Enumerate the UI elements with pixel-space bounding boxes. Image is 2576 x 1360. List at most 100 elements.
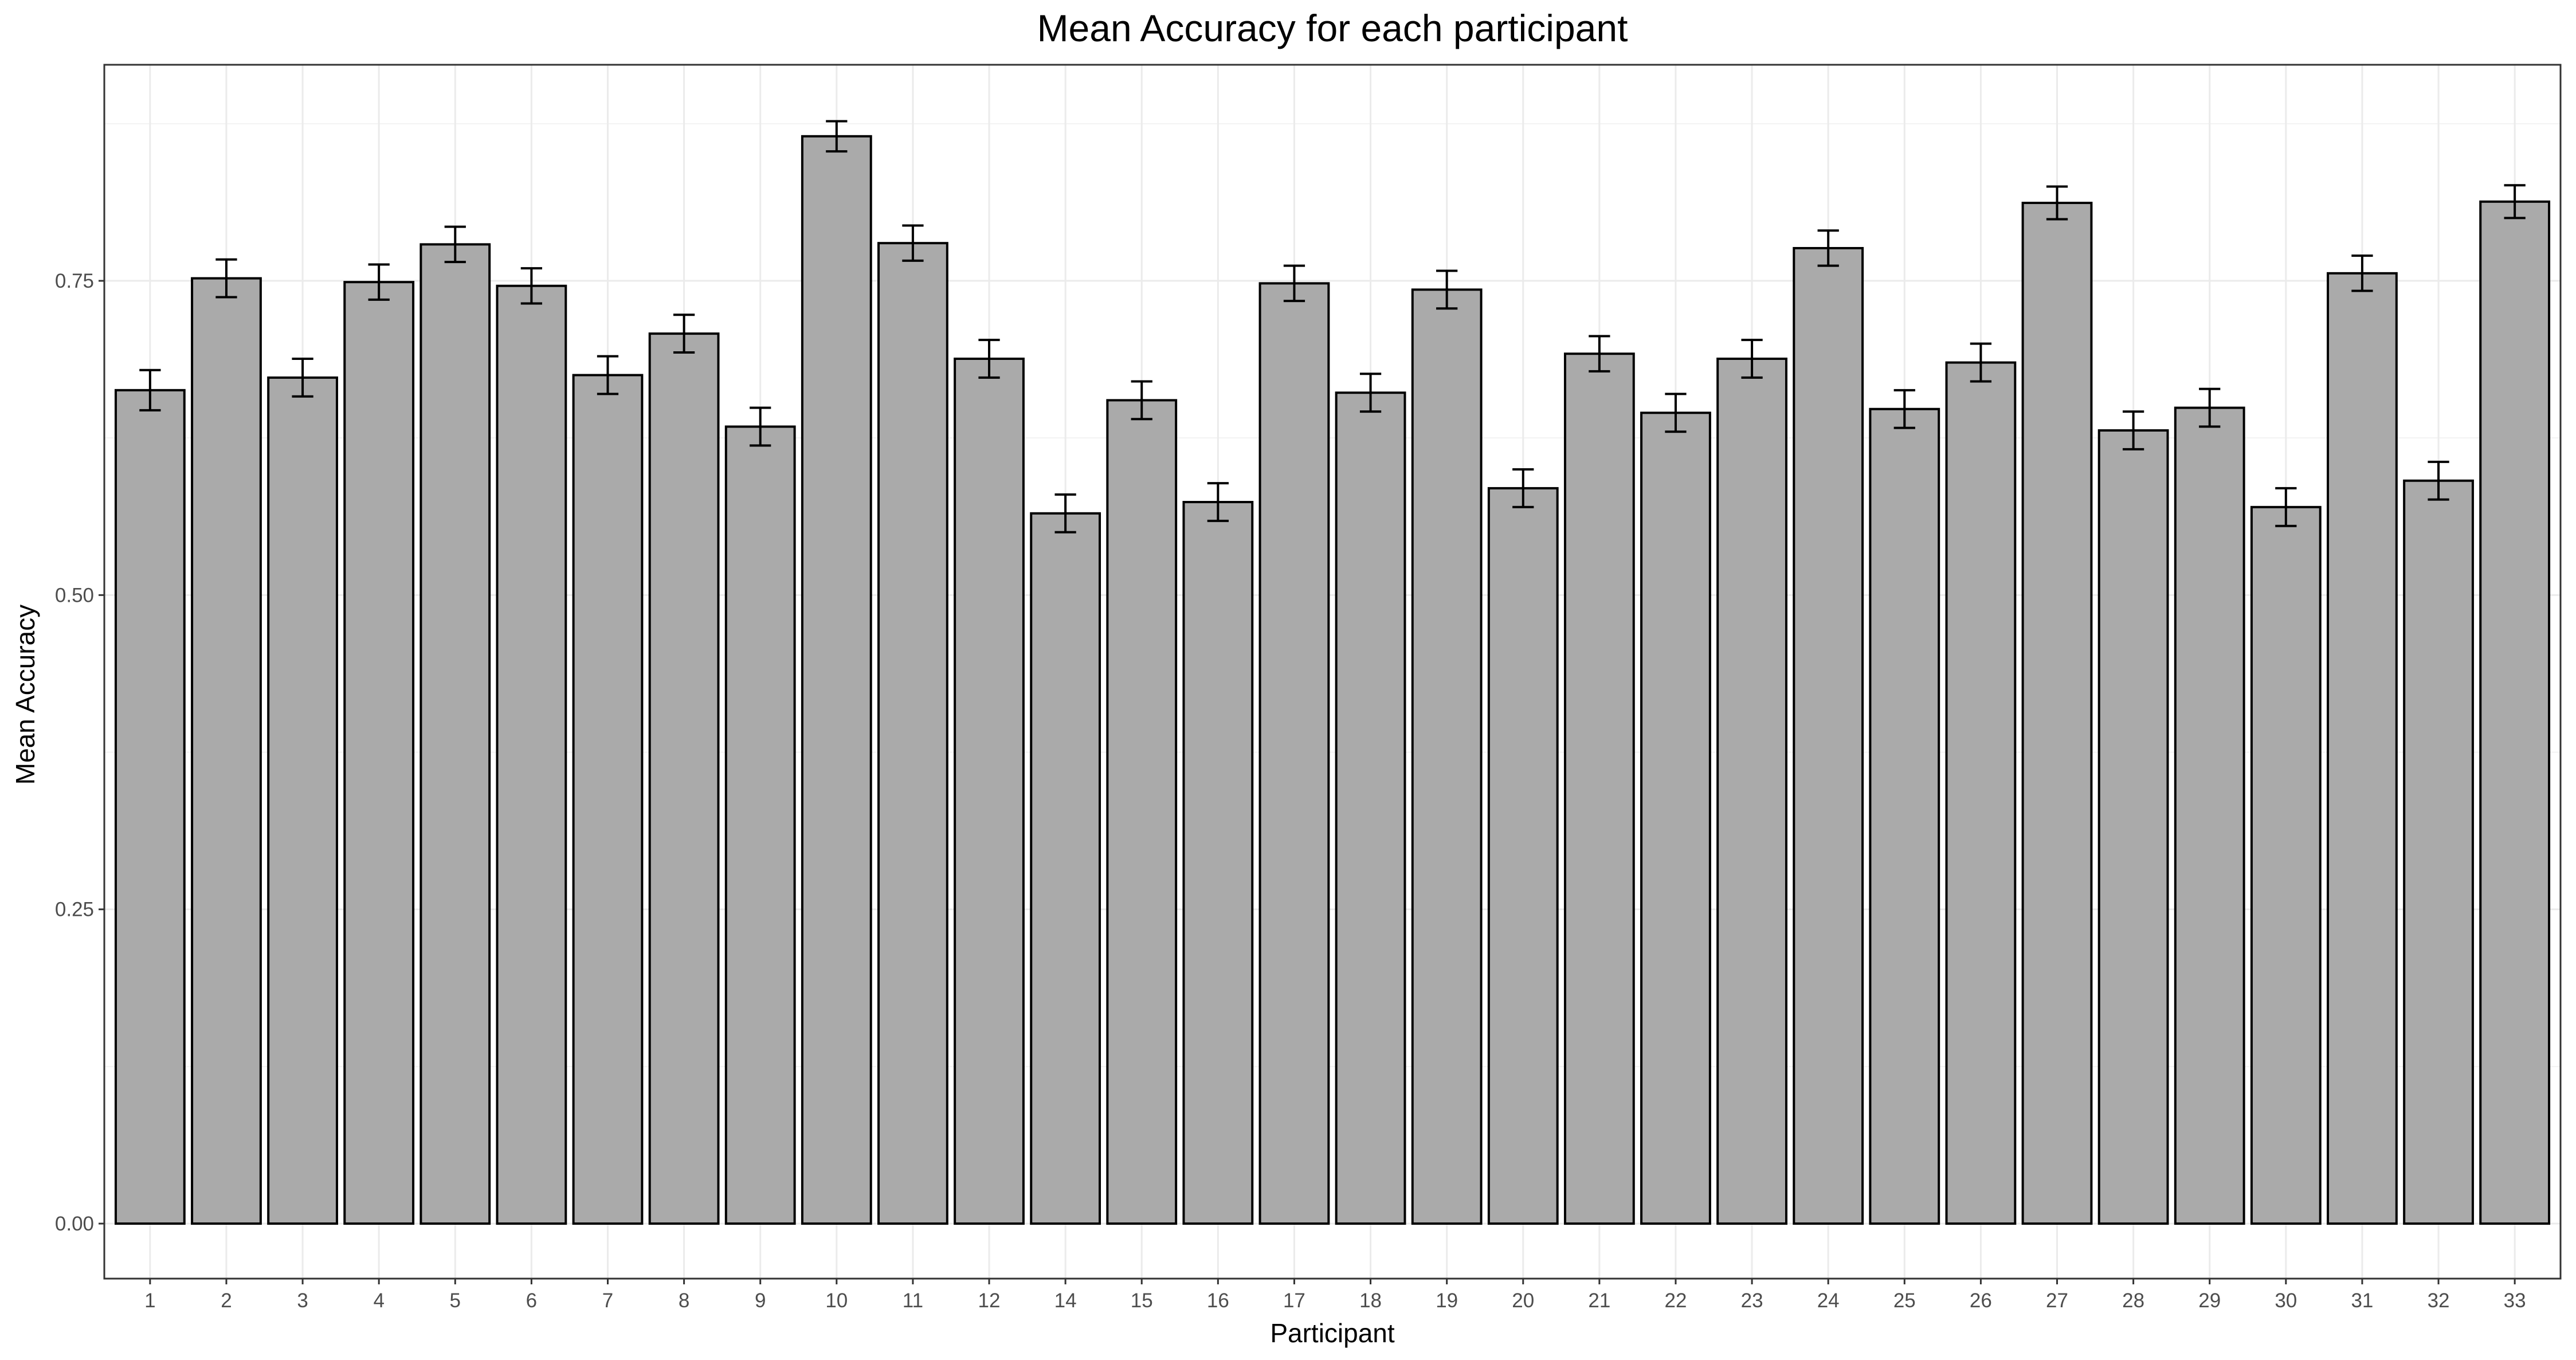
bar-participant-23 [1716,357,1787,1225]
bars [114,135,2551,1225]
error-bar-participant-9 [750,406,771,447]
error-bar-participant-20 [1512,468,1534,508]
error-bar-participant-32 [2428,460,2449,501]
bar-participant-25 [1869,407,1940,1225]
x-tick-label: 15 [1131,1290,1153,1312]
x-tick-label: 21 [1588,1290,1610,1312]
error-bar-participant-1 [139,369,161,411]
x-tick-label: 26 [1970,1290,1992,1312]
error-bar-participant-19 [1436,269,1458,310]
x-tick-label: 7 [602,1290,613,1312]
x-tick-label: 10 [825,1290,848,1312]
error-bars [139,120,2526,534]
x-tick-label: 27 [2046,1290,2068,1312]
bar-participant-11 [877,242,948,1225]
bar-participant-15 [1106,399,1178,1225]
x-tick-label: 31 [2351,1290,2373,1312]
x-tick-label: 9 [755,1290,766,1312]
chart-title: Mean Accuracy for each participant [1037,7,1628,49]
error-bar-participant-30 [2275,487,2297,527]
x-tick-label: 25 [1893,1290,1916,1312]
error-bar-participant-5 [444,225,466,264]
y-axis: 0.00 0.25 0.50 0.75 [55,270,104,1235]
error-bar-participant-6 [520,267,543,305]
bar-participant-1 [114,389,186,1225]
bar-participant-9 [724,425,796,1225]
x-tick-label: 17 [1283,1290,1305,1312]
error-bar-participant-7 [597,355,619,395]
error-bar-participant-21 [1589,335,1610,373]
error-bar-participant-16 [1207,482,1229,522]
bar-participant-14 [1030,512,1101,1225]
bar-participant-26 [1945,361,2017,1225]
error-bar-participant-17 [1283,264,1305,303]
y-tick-label: 0.75 [55,270,94,292]
error-bar-participant-29 [2199,387,2221,428]
error-bar-participant-31 [2351,254,2373,292]
x-tick-label: 3 [297,1290,308,1312]
x-tick-label: 4 [373,1290,384,1312]
y-tick-label: 0.50 [55,584,94,606]
bar-participant-17 [1258,282,1330,1225]
error-bar-participant-18 [1359,373,1382,413]
x-tick-label: 30 [2275,1290,2297,1312]
bar-participant-5 [419,243,491,1225]
error-bar-participant-10 [826,120,848,153]
x-axis: 1 2 3 4 5 6 7 8 9 10 11 12 14 15 16 17 18 19 20 21 22 23 24 25 2… [144,1279,2526,1312]
error-bar-participant-2 [215,258,237,299]
error-bar-participant-22 [1665,393,1687,433]
x-tick-label: 5 [450,1290,461,1312]
x-tick-label: 20 [1512,1290,1534,1312]
error-bar-participant-24 [1817,229,1839,267]
error-bar-participant-12 [978,339,1000,379]
x-tick-label: 14 [1054,1290,1077,1312]
y-tick-label: 0.25 [55,899,94,921]
error-bar-participant-8 [673,313,695,354]
x-tick-label: 33 [2504,1290,2526,1312]
x-tick-label: 23 [1741,1290,1763,1312]
bar-participant-22 [1640,411,1711,1225]
bar-participant-24 [1793,246,1864,1225]
y-axis-label: Mean Accuracy [10,605,40,785]
error-bar-participant-15 [1131,380,1152,421]
error-bar-participant-3 [292,357,313,398]
x-tick-label: 16 [1207,1290,1229,1312]
x-tick-label: 19 [1436,1290,1458,1312]
error-bar-participant-33 [2504,184,2526,220]
error-bar-participant-26 [1970,342,1992,383]
error-bar-participant-25 [1893,389,1915,429]
error-bar-participant-11 [902,224,924,262]
x-tick-label: 12 [978,1290,1001,1312]
bar-participant-12 [954,357,1025,1225]
bar-participant-4 [343,281,415,1225]
bar-participant-2 [191,277,262,1225]
bar-participant-7 [572,374,644,1225]
x-tick-label: 6 [526,1290,537,1312]
bar-participant-8 [648,332,720,1225]
bar-participant-28 [2097,429,2169,1225]
bar-participant-31 [2327,272,2398,1225]
bar-participant-30 [2250,505,2322,1225]
bar-participant-21 [1563,352,1635,1225]
error-bar-participant-14 [1054,493,1076,534]
bar-participant-29 [2174,406,2245,1225]
bar-participant-33 [2479,200,2551,1225]
bar-participant-32 [2403,479,2474,1225]
x-tick-label: 8 [679,1290,689,1312]
bar-participant-18 [1335,391,1406,1225]
x-tick-label: 1 [144,1290,155,1312]
bar-participant-6 [496,284,567,1225]
error-bar-participant-28 [2122,410,2144,450]
y-tick-label: 0.00 [55,1213,94,1235]
bar-participant-20 [1487,487,1559,1225]
x-tick-label: 24 [1817,1290,1840,1312]
bar-participant-27 [2021,202,2093,1225]
x-tick-label: 28 [2122,1290,2144,1312]
x-tick-label: 2 [221,1290,232,1312]
error-bar-participant-4 [368,263,390,301]
bar-participant-3 [267,376,338,1225]
x-tick-label: 22 [1665,1290,1687,1312]
error-bar-participant-23 [1741,339,1763,379]
x-tick-label: 18 [1359,1290,1382,1312]
